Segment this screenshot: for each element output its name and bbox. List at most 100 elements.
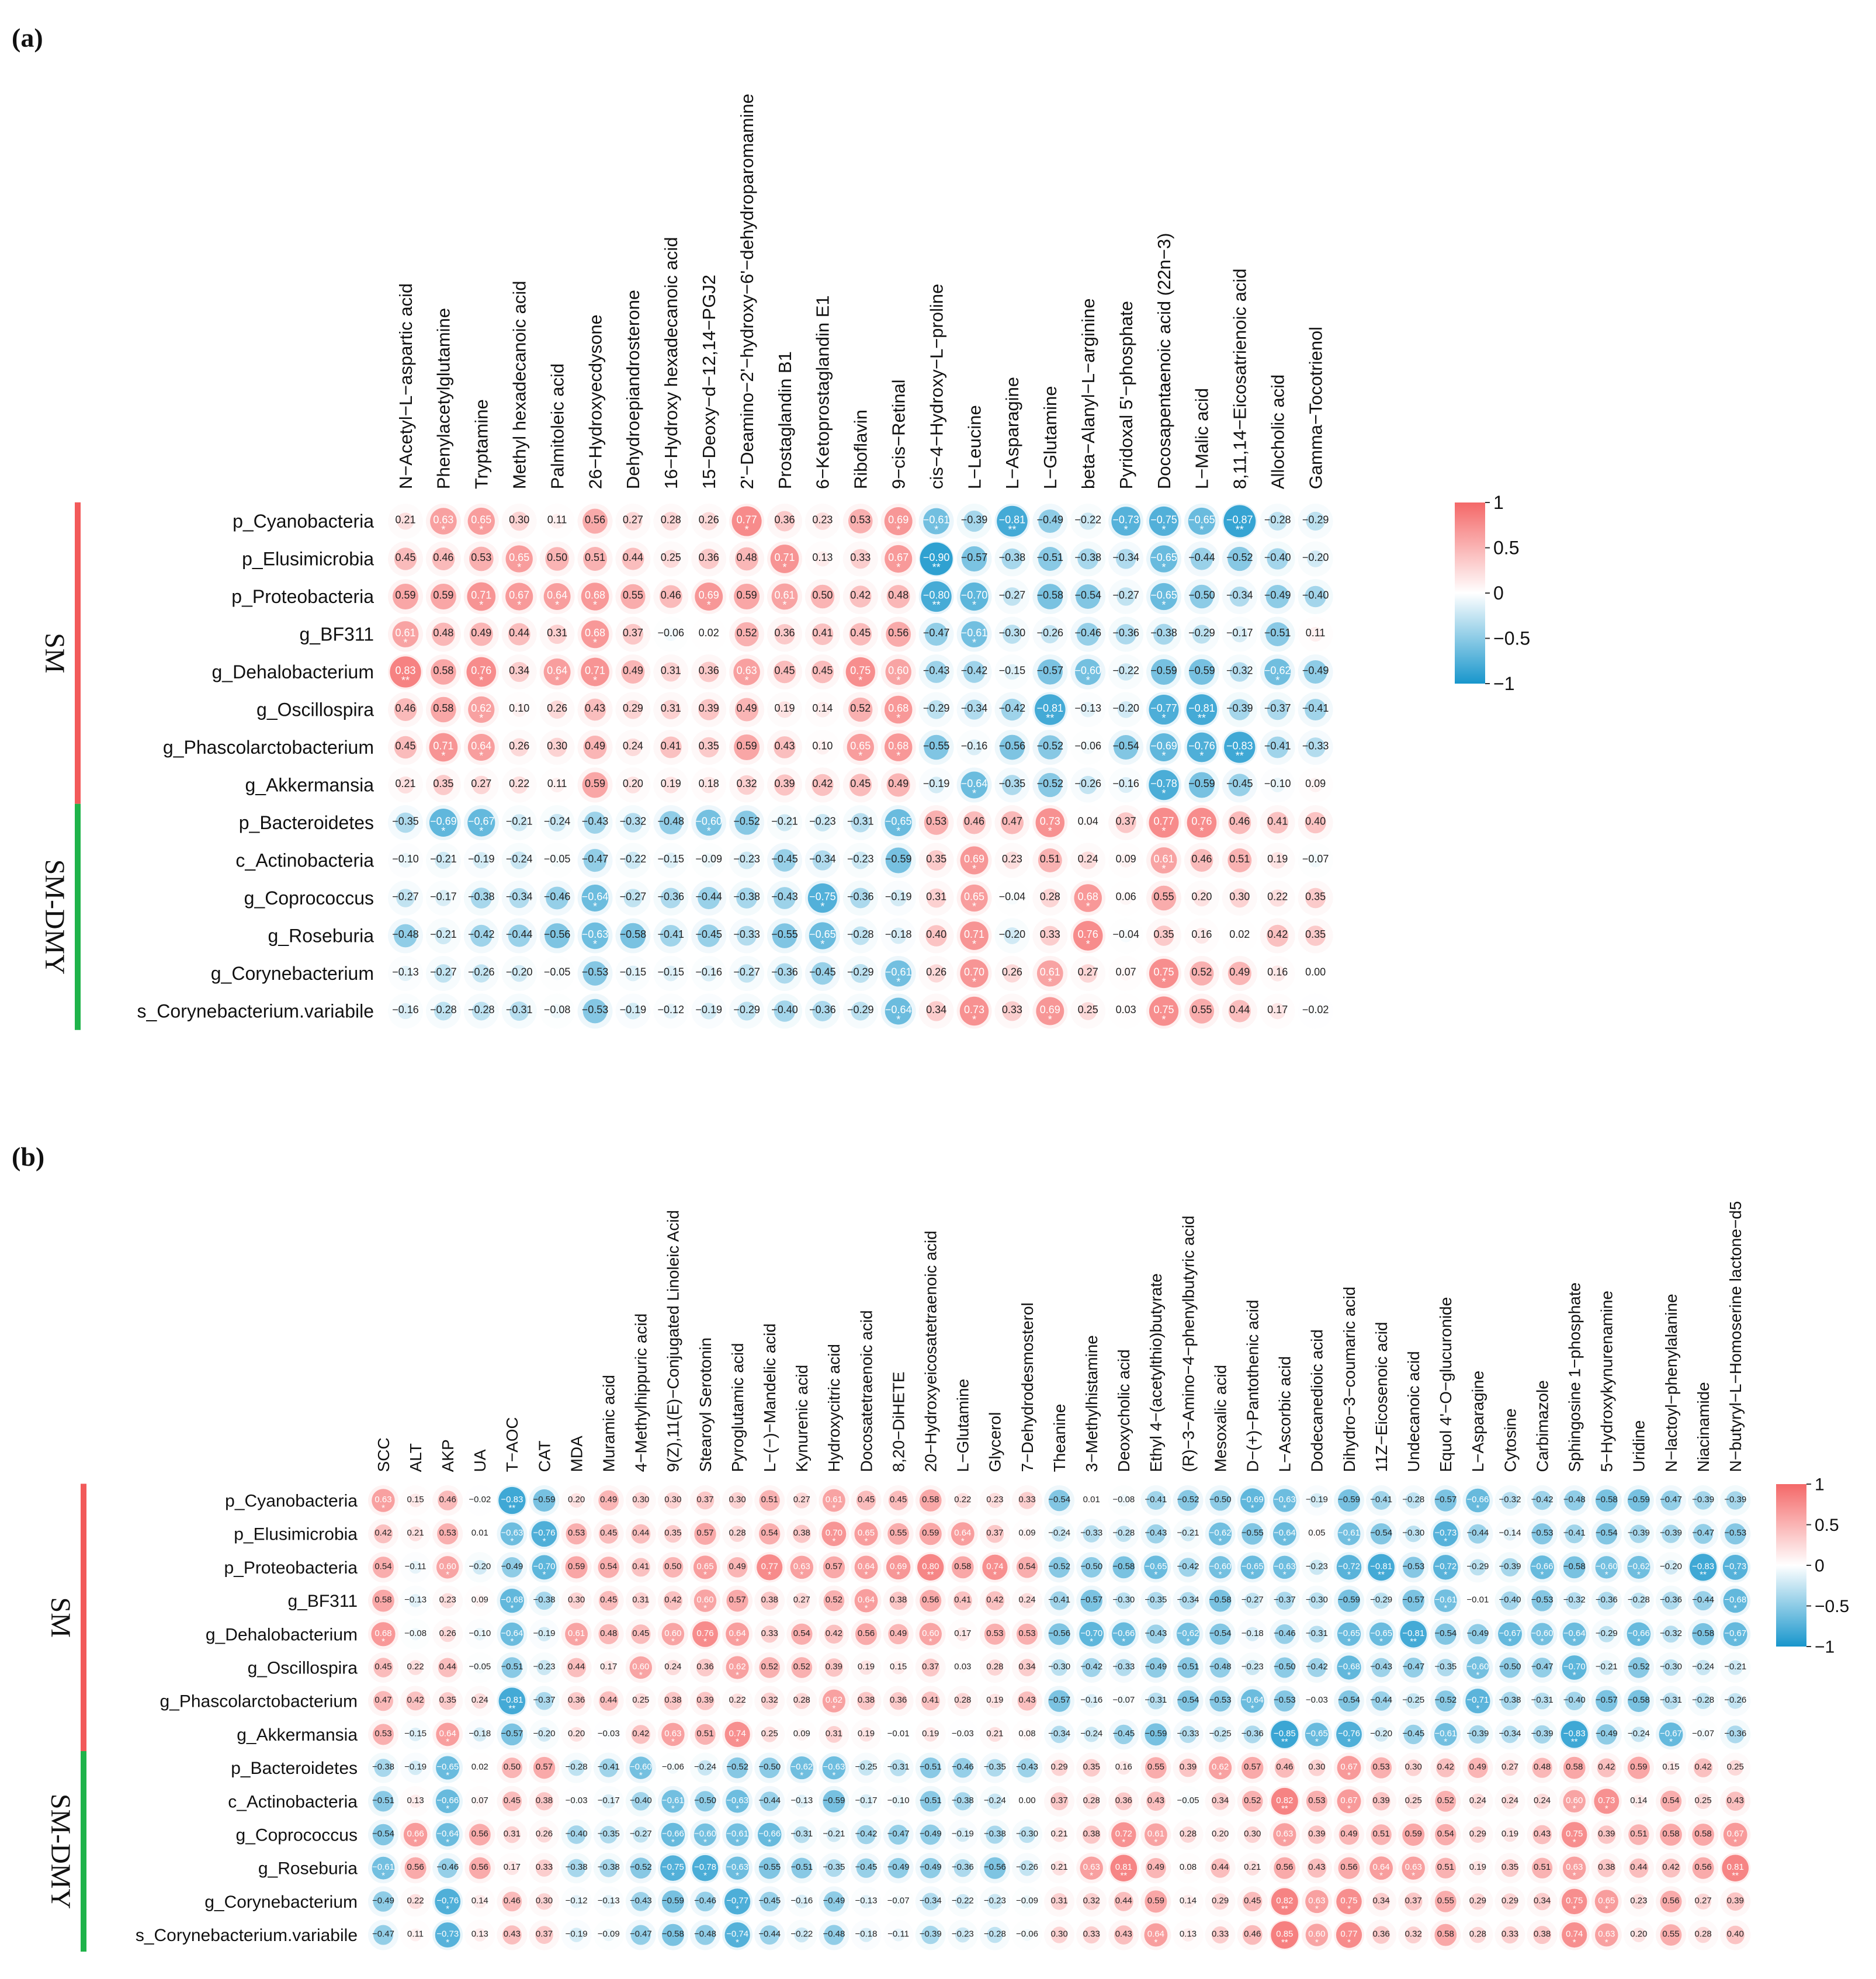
cell-value: −0.64 bbox=[582, 891, 609, 903]
cell-value: 0.09 bbox=[1116, 853, 1136, 865]
cell-value: 0.22 bbox=[1267, 891, 1288, 903]
cell-value: 0.67 bbox=[888, 552, 908, 563]
cell-circle bbox=[1534, 1692, 1551, 1710]
cell-value: 0.24 bbox=[1078, 853, 1098, 865]
cell-value: −0.59 bbox=[1145, 1728, 1167, 1738]
cell-value: −0.45 bbox=[1226, 778, 1253, 789]
cell-circle bbox=[438, 1491, 458, 1510]
column-label: Uridine bbox=[1630, 1420, 1648, 1472]
cell-value: −0.35 bbox=[1434, 1662, 1457, 1672]
cell-circle bbox=[501, 1723, 523, 1746]
cell-value: −0.52 bbox=[630, 1862, 652, 1872]
cell-circle bbox=[565, 1623, 588, 1646]
cell-value: −0.67 bbox=[468, 816, 495, 827]
cell-value: −0.81 bbox=[1402, 1628, 1424, 1638]
cell-value: 0.53 bbox=[439, 1528, 456, 1538]
cell-circle bbox=[511, 814, 528, 831]
cell-value: −0.63 bbox=[582, 928, 609, 940]
cell-circle bbox=[771, 583, 798, 610]
cell-circle bbox=[959, 996, 989, 1026]
cell-value: 0.52 bbox=[737, 627, 757, 639]
cell-circle bbox=[1405, 1492, 1422, 1509]
cell-value: −0.60 bbox=[1531, 1628, 1553, 1638]
cell-value: −0.55 bbox=[758, 1862, 781, 1872]
cell-value: 0.45 bbox=[600, 1595, 617, 1605]
cell-significance: * bbox=[1154, 1837, 1157, 1847]
legend-tick-label: 0.5 bbox=[1815, 1516, 1839, 1535]
cell-circle bbox=[1268, 889, 1287, 907]
cell-circle bbox=[620, 584, 646, 609]
cell-significance: * bbox=[736, 1837, 739, 1847]
cell-significance: * bbox=[446, 1904, 449, 1914]
cell-significance: * bbox=[1573, 1870, 1576, 1880]
cell-significance: * bbox=[897, 1570, 900, 1580]
cell-value: 0.42 bbox=[1437, 1762, 1454, 1772]
cell-circle bbox=[737, 964, 756, 983]
cell-circle bbox=[1243, 1725, 1261, 1744]
cell-value: −0.47 bbox=[582, 853, 609, 865]
cell-circle bbox=[408, 1594, 422, 1607]
cell-value: 0.40 bbox=[1305, 816, 1326, 827]
cell-value: −0.20 bbox=[999, 928, 1026, 940]
cell-value: −0.07 bbox=[1112, 1695, 1135, 1705]
cell-value: −0.43 bbox=[923, 665, 950, 677]
cell-circle bbox=[1267, 812, 1289, 834]
cell-circle bbox=[1117, 1494, 1130, 1507]
cell-circle bbox=[1177, 1657, 1199, 1678]
cell-value: −0.30 bbox=[1112, 1595, 1135, 1605]
cell-value: −0.10 bbox=[469, 1628, 491, 1638]
cell-circle bbox=[849, 623, 872, 646]
cell-value: 0.55 bbox=[1147, 1762, 1164, 1772]
cell-circle bbox=[1021, 1728, 1034, 1741]
cell-value: 0.28 bbox=[1469, 1929, 1486, 1939]
cell-value: 0.56 bbox=[471, 1862, 488, 1872]
cell-circle bbox=[625, 777, 641, 793]
cell-value: 0.53 bbox=[1372, 1762, 1389, 1772]
cell-value: 0.36 bbox=[1115, 1796, 1132, 1805]
cell-circle bbox=[759, 1758, 780, 1779]
cell-circle bbox=[1021, 1527, 1034, 1540]
cell-value: 0.53 bbox=[1018, 1628, 1035, 1638]
cell-value: 0.34 bbox=[926, 1004, 946, 1016]
cell-value: 0.35 bbox=[664, 1528, 681, 1538]
cell-value: −0.76 bbox=[533, 1528, 556, 1538]
cell-circle bbox=[436, 1556, 459, 1579]
cell-value: 0.33 bbox=[1040, 928, 1060, 940]
cell-value: 0.46 bbox=[661, 590, 681, 601]
cell-circle bbox=[510, 738, 529, 757]
cell-value: 0.28 bbox=[661, 514, 681, 526]
row-label: g_Oscillospira bbox=[256, 699, 374, 720]
cell-circle bbox=[511, 965, 528, 982]
cell-circle bbox=[660, 888, 681, 909]
cell-circle bbox=[1466, 1488, 1490, 1513]
cell-circle bbox=[925, 925, 947, 947]
cell-circle bbox=[1003, 964, 1021, 983]
cell-value: 0.64 bbox=[471, 740, 491, 752]
cell-value: −0.57 bbox=[1080, 1595, 1102, 1605]
cell-significance: * bbox=[934, 524, 938, 536]
cell-value: −0.19 bbox=[468, 853, 495, 865]
cell-significance: * bbox=[1347, 1637, 1351, 1647]
cell-significance: * bbox=[1275, 675, 1279, 687]
cell-value: 0.29 bbox=[1050, 1762, 1067, 1772]
cell-circle bbox=[698, 548, 719, 570]
cell-significance: * bbox=[972, 901, 976, 913]
cell-value: 0.48 bbox=[433, 627, 453, 639]
cell-value: −0.83 bbox=[1692, 1561, 1714, 1571]
column-label: SCC bbox=[374, 1437, 393, 1472]
column-label: Riboflavin bbox=[851, 410, 871, 489]
cell-circle bbox=[1433, 1555, 1458, 1580]
cell-circle bbox=[434, 1001, 453, 1021]
cell-value: −0.69 bbox=[430, 816, 457, 827]
cell-value: −0.14 bbox=[1499, 1528, 1521, 1538]
cell-circle bbox=[599, 1758, 618, 1777]
cell-value: 0.28 bbox=[793, 1695, 810, 1705]
cell-value: 0.83 bbox=[395, 665, 415, 677]
cell-circle bbox=[498, 1486, 526, 1514]
cell-value: 0.26 bbox=[699, 514, 719, 526]
cell-circle bbox=[661, 1722, 685, 1746]
cell-value: −0.53 bbox=[582, 966, 609, 978]
cell-value: −0.36 bbox=[809, 1004, 836, 1016]
cell-value: 0.64 bbox=[729, 1628, 745, 1638]
